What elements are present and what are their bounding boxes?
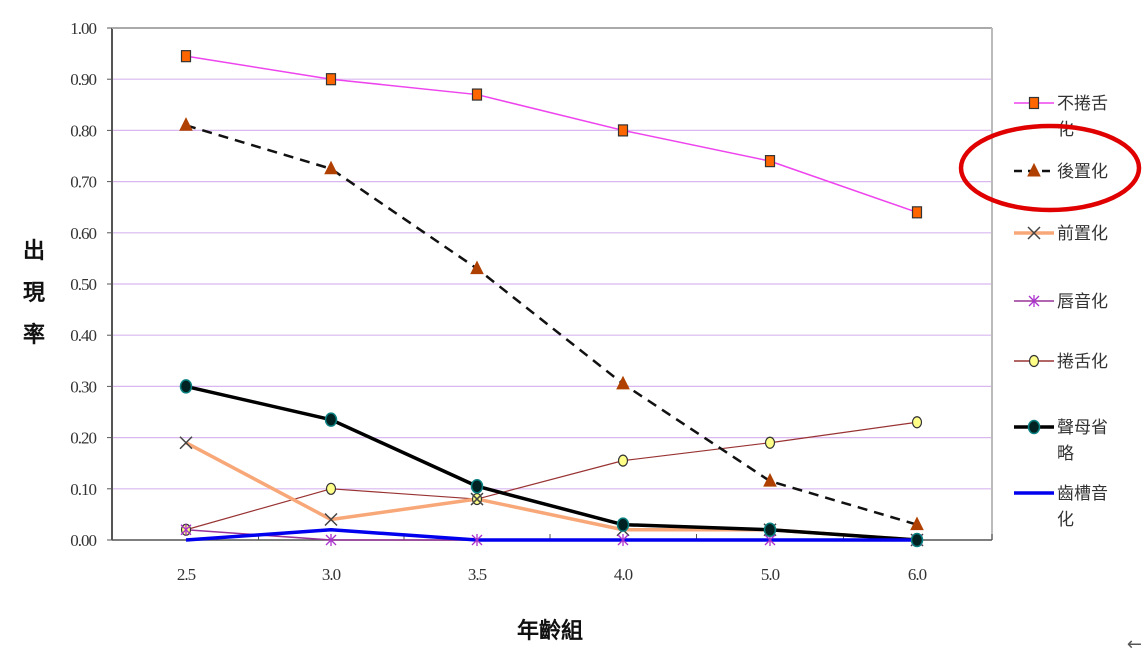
data-series xyxy=(179,50,924,548)
legend-label: 齒槽音 xyxy=(1057,484,1108,504)
series-捲舌化 xyxy=(185,421,918,531)
y-axis-title: 出現率 xyxy=(23,239,45,348)
highlight-ellipse-annotation xyxy=(958,123,1142,213)
y-tick-label: 0.30 xyxy=(70,377,96,396)
y-tick-label: 0.50 xyxy=(70,275,96,294)
svg-text:出: 出 xyxy=(23,239,45,264)
x-tick-labels: 2.5 3.0 3.5 4.0 5.0 6.0 xyxy=(177,565,928,584)
y-tick-label: 0.20 xyxy=(70,429,96,448)
x-tick-label: 4.0 xyxy=(614,565,633,584)
legend-item: 前置化 xyxy=(1014,224,1108,244)
legend-label: 聲母省 xyxy=(1057,418,1108,438)
markers-捲舌化 xyxy=(180,416,923,536)
series-前置化 xyxy=(185,441,918,542)
svg-text:率: 率 xyxy=(23,322,45,348)
legend-label: 略 xyxy=(1057,444,1074,464)
markers-聲母省略 xyxy=(179,379,924,548)
legend-label: 化 xyxy=(1057,120,1074,140)
back-arrow-icon[interactable]: ← xyxy=(1126,634,1142,655)
y-tick-label: 0.00 xyxy=(70,531,96,550)
gridlines xyxy=(112,78,992,490)
y-tick-label: 1.00 xyxy=(70,19,96,38)
legend-label: 後置化 xyxy=(1057,162,1108,182)
markers-前置化 xyxy=(179,436,924,547)
svg-text:現: 現 xyxy=(23,281,45,306)
legend-label: 前置化 xyxy=(1057,224,1108,244)
legend-item: 後置化 xyxy=(1014,162,1108,182)
legend-label: 捲舌化 xyxy=(1057,352,1108,372)
series-後置化 xyxy=(185,124,918,526)
x-tick-label: 3.5 xyxy=(468,565,487,584)
legend-label: 化 xyxy=(1057,510,1074,530)
x-tick-label: 2.5 xyxy=(177,565,196,584)
x-tick-label: 5.0 xyxy=(761,565,780,584)
y-tick-label: 0.10 xyxy=(70,480,96,499)
markers-唇音化 xyxy=(180,523,923,546)
series-齒槽音化 xyxy=(185,528,917,542)
legend-label: 不捲舌 xyxy=(1057,94,1108,114)
y-tick-label: 0.90 xyxy=(70,70,96,89)
x-axis-title: 年齡組 xyxy=(517,618,583,644)
y-tick-labels: 0.00 0.10 0.20 0.30 0.40 0.50 0.60 0.70 0.80 0.90… xyxy=(70,19,97,550)
legend-item: 唇音化 xyxy=(1014,292,1108,312)
y-tick-label: 0.80 xyxy=(70,121,96,140)
y-tick-label: 0.40 xyxy=(70,326,96,345)
y-tick-label: 0.60 xyxy=(70,224,96,243)
legend-label: 唇音化 xyxy=(1057,292,1108,312)
y-tick-label: 0.70 xyxy=(70,173,96,192)
markers-後置化 xyxy=(179,117,924,531)
series-不捲舌化 xyxy=(185,55,918,214)
x-tick-label: 3.0 xyxy=(322,565,341,584)
x-tick-label: 6.0 xyxy=(908,565,927,584)
markers-不捲舌化 xyxy=(180,50,923,219)
legend-item: 捲舌化 xyxy=(1014,352,1108,372)
series-聲母省略 xyxy=(185,384,918,542)
